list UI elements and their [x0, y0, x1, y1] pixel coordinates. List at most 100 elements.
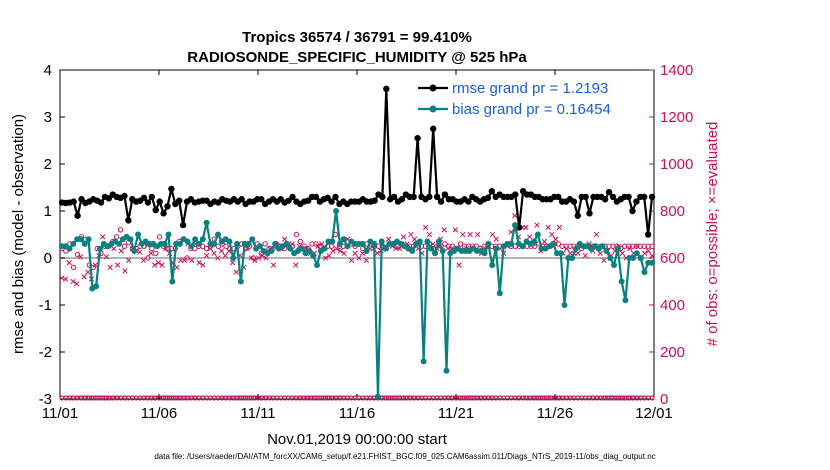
rmse-point — [574, 212, 581, 219]
obs-evaluated-point — [649, 252, 655, 259]
obs-evaluated-point — [315, 243, 321, 249]
bias-point — [131, 247, 138, 254]
obs-possible-point — [457, 241, 464, 247]
obs-evaluated-point — [430, 241, 436, 247]
obs-evaluated-point — [564, 245, 570, 252]
bias-point — [649, 259, 656, 266]
bias-point — [234, 240, 241, 247]
bias-point — [531, 238, 538, 245]
rmse-point — [140, 194, 148, 202]
rmse-point — [156, 198, 163, 205]
plot-area — [59, 69, 655, 400]
obs-evaluated-point — [534, 222, 540, 228]
bias-point — [256, 243, 263, 250]
obs-possible-point — [313, 241, 319, 247]
bias-point — [428, 245, 435, 252]
rmse-point — [164, 203, 171, 210]
obs-evaluated-point — [174, 264, 180, 271]
obs-evaluated-point — [229, 260, 236, 266]
rmse-point — [371, 197, 378, 204]
obs-evaluated-point — [77, 254, 84, 260]
rmse-point — [629, 207, 636, 215]
obs-evaluated-point — [196, 260, 202, 266]
obs-evaluated-point — [107, 264, 113, 271]
bias-point — [211, 240, 218, 247]
obs-evaluated-point — [155, 260, 162, 266]
obs-possible-point — [223, 243, 229, 249]
obs-evaluated-point — [475, 231, 481, 238]
obs-evaluated-point — [627, 245, 633, 252]
bias-point — [550, 240, 557, 247]
bias-point — [306, 247, 313, 254]
bias-point — [169, 278, 176, 285]
obs-evaluated-point — [552, 236, 559, 242]
obs-evaluated-point — [74, 281, 80, 287]
y-right-tick-label: 1000 — [660, 156, 693, 173]
bias-point — [314, 262, 321, 269]
y-right-tick-label: 800 — [660, 203, 685, 220]
x-axis-label: Nov.01,2019 00:00:00 start — [267, 431, 448, 448]
obs-evaluated-point — [85, 269, 91, 275]
obs-evaluated-point — [467, 231, 473, 238]
x-tick-label: 11/11 — [240, 405, 275, 422]
obs-evaluated-point — [337, 248, 343, 254]
obs-evaluated-point — [319, 241, 325, 247]
y-tick-label: 4 — [44, 62, 52, 79]
bias-point — [622, 297, 629, 304]
bias-point — [336, 240, 343, 247]
obs-evaluated-point — [634, 243, 640, 249]
rmse-point — [441, 191, 449, 198]
rmse-point — [332, 193, 339, 201]
rmse-point — [121, 192, 128, 200]
y-tick-label: 0 — [44, 250, 52, 267]
obs-evaluated-point — [152, 262, 158, 268]
obs-evaluated-point — [148, 250, 154, 256]
obs-evaluated-point — [456, 262, 462, 268]
bias-point — [188, 243, 195, 250]
bias-point — [245, 240, 252, 247]
bias-point — [176, 240, 183, 247]
obs-evaluated-point — [62, 276, 69, 282]
rmse-point — [410, 193, 417, 201]
obs-evaluated-point — [248, 255, 254, 261]
obs-evaluated-point — [289, 241, 295, 247]
rmse-point — [488, 188, 496, 195]
obs-evaluated-point — [259, 252, 265, 259]
bias-point — [66, 245, 73, 252]
x-tick-label: 11/16 — [339, 405, 375, 422]
bias-point — [184, 238, 191, 245]
rmse-point — [605, 189, 613, 196]
rmse-point — [398, 196, 406, 203]
bias-point — [481, 250, 488, 257]
rmse-point — [148, 193, 156, 201]
bias-point — [237, 278, 244, 285]
obs-evaluated-point — [293, 262, 299, 268]
obs-evaluated-point — [374, 250, 381, 256]
obs-evaluated-point — [363, 257, 369, 264]
chart-title: Tropics 36574 / 36791 = 99.410% — [242, 29, 472, 46]
y-right-tick-label: 0 — [660, 391, 668, 408]
bias-point — [199, 236, 206, 243]
obs-evaluated-point — [222, 252, 228, 259]
obs-evaluated-point — [66, 260, 72, 266]
bias-point — [519, 243, 526, 250]
bias-point — [77, 236, 84, 243]
bias-point — [321, 245, 328, 252]
rmse-point — [328, 198, 335, 205]
bias-point — [569, 255, 576, 261]
bias-point — [637, 255, 644, 261]
bias-point — [432, 250, 439, 257]
obs-evaluated-point — [541, 238, 548, 245]
obs-evaluated-point — [103, 254, 110, 260]
obs-possible-point — [442, 241, 448, 247]
bias-point — [298, 245, 305, 252]
rmse-point — [160, 210, 167, 217]
rmse-point — [641, 193, 648, 201]
obs-evaluated-point — [341, 250, 347, 256]
obs-evaluated-point — [549, 231, 555, 238]
obs-evaluated-point — [512, 213, 518, 219]
obs-bottom-point — [649, 395, 655, 401]
obs-possible-point — [262, 241, 268, 247]
obs-evaluated-point — [645, 248, 652, 254]
